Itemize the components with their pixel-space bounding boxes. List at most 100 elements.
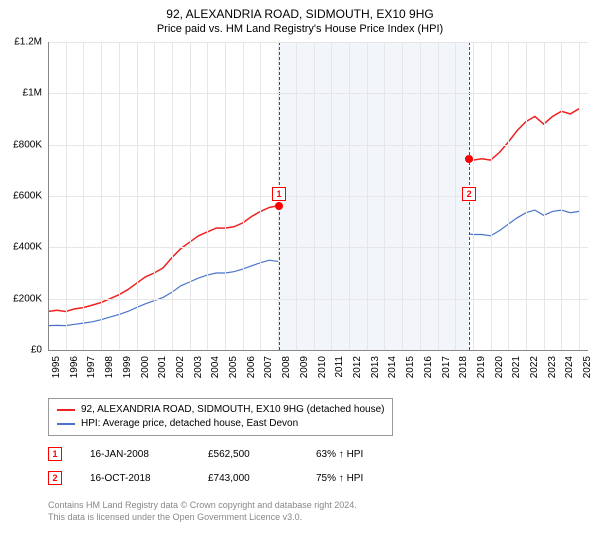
gridline-v bbox=[190, 42, 191, 350]
legend: 92, ALEXANDRIA ROAD, SIDMOUTH, EX10 9HG … bbox=[48, 398, 393, 436]
x-axis-label: 2010 bbox=[317, 356, 328, 378]
footer: Contains HM Land Registry data © Crown c… bbox=[48, 500, 357, 523]
sales-row-marker: 2 bbox=[48, 471, 62, 485]
gridline-v bbox=[225, 42, 226, 350]
x-axis-label: 2022 bbox=[529, 356, 540, 378]
y-axis-line bbox=[48, 42, 49, 350]
gridline-v bbox=[137, 42, 138, 350]
x-axis-label: 2004 bbox=[210, 356, 221, 378]
gridline-v bbox=[154, 42, 155, 350]
x-axis-label: 1996 bbox=[69, 356, 80, 378]
sales-table: 1 16-JAN-2008 £562,500 63% ↑ HPI 2 16-OCT-201… bbox=[48, 442, 363, 490]
plot-area: 12 bbox=[48, 42, 588, 350]
x-axis-label: 2000 bbox=[140, 356, 151, 378]
gridline-h bbox=[48, 247, 588, 248]
gridline-v bbox=[119, 42, 120, 350]
gridline-v bbox=[561, 42, 562, 350]
legend-swatch-hpi bbox=[57, 423, 75, 425]
x-axis-label: 2015 bbox=[405, 356, 416, 378]
sales-row-price: £562,500 bbox=[208, 449, 288, 460]
x-axis-label: 2013 bbox=[370, 356, 381, 378]
sales-row: 1 16-JAN-2008 £562,500 63% ↑ HPI bbox=[48, 442, 363, 466]
gridline-v bbox=[331, 42, 332, 350]
x-axis-label: 2025 bbox=[582, 356, 593, 378]
gridline-h bbox=[48, 299, 588, 300]
x-axis-label: 2014 bbox=[387, 356, 398, 378]
gridline-v bbox=[455, 42, 456, 350]
y-axis-label: £400K bbox=[0, 242, 42, 253]
gridline-v bbox=[367, 42, 368, 350]
x-axis-label: 2007 bbox=[263, 356, 274, 378]
gridline-v bbox=[172, 42, 173, 350]
gridline-h bbox=[48, 93, 588, 94]
y-axis-label: £0 bbox=[0, 345, 42, 356]
gridline-v bbox=[384, 42, 385, 350]
gridline-h bbox=[48, 196, 588, 197]
gridline-v bbox=[508, 42, 509, 350]
sales-row-pct: 75% ↑ HPI bbox=[316, 473, 363, 484]
sales-row-pct: 63% ↑ HPI bbox=[316, 449, 363, 460]
sales-row: 2 16-OCT-2018 £743,000 75% ↑ HPI bbox=[48, 466, 363, 490]
x-axis-label: 2001 bbox=[157, 356, 168, 378]
gridline-v bbox=[491, 42, 492, 350]
x-axis-label: 2003 bbox=[193, 356, 204, 378]
y-axis-label: £600K bbox=[0, 191, 42, 202]
gridline-v bbox=[579, 42, 580, 350]
sale-marker-2: 2 bbox=[462, 187, 476, 201]
gridline-v bbox=[207, 42, 208, 350]
sales-row-date: 16-OCT-2018 bbox=[90, 473, 180, 484]
gridline-v bbox=[544, 42, 545, 350]
x-axis-label: 1999 bbox=[122, 356, 133, 378]
gridline-h bbox=[48, 42, 588, 43]
gridline-v bbox=[83, 42, 84, 350]
gridline-v bbox=[420, 42, 421, 350]
sale-marker-1: 1 bbox=[272, 187, 286, 201]
gridline-v bbox=[349, 42, 350, 350]
legend-item-property: 92, ALEXANDRIA ROAD, SIDMOUTH, EX10 9HG … bbox=[57, 403, 384, 417]
footer-line-2: This data is licensed under the Open Gov… bbox=[48, 512, 357, 524]
gridline-h bbox=[48, 145, 588, 146]
x-axis-label: 2009 bbox=[299, 356, 310, 378]
gridline-v bbox=[66, 42, 67, 350]
gridline-v bbox=[438, 42, 439, 350]
chart-container: 92, ALEXANDRIA ROAD, SIDMOUTH, EX10 9HG … bbox=[0, 0, 600, 560]
chart-subtitle: Price paid vs. HM Land Registry's House … bbox=[0, 23, 600, 35]
footer-line-1: Contains HM Land Registry data © Crown c… bbox=[48, 500, 357, 512]
sale-point bbox=[275, 202, 283, 210]
chart-title: 92, ALEXANDRIA ROAD, SIDMOUTH, EX10 9HG bbox=[0, 0, 600, 23]
legend-label-property: 92, ALEXANDRIA ROAD, SIDMOUTH, EX10 9HG … bbox=[81, 403, 384, 417]
x-axis-label: 2024 bbox=[564, 356, 575, 378]
gridline-v bbox=[260, 42, 261, 350]
legend-item-hpi: HPI: Average price, detached house, East… bbox=[57, 417, 384, 431]
x-axis-label: 2008 bbox=[281, 356, 292, 378]
x-axis-label: 2012 bbox=[352, 356, 363, 378]
sales-row-marker: 1 bbox=[48, 447, 62, 461]
gridline-v bbox=[101, 42, 102, 350]
sale-point bbox=[465, 155, 473, 163]
x-axis-label: 1995 bbox=[51, 356, 62, 378]
sales-row-date: 16-JAN-2008 bbox=[90, 449, 180, 460]
x-axis-label: 2011 bbox=[334, 356, 345, 378]
y-axis-label: £1.2M bbox=[0, 37, 42, 48]
x-axis-label: 1998 bbox=[104, 356, 115, 378]
legend-swatch-property bbox=[57, 409, 75, 411]
gridline-v bbox=[526, 42, 527, 350]
gridline-v bbox=[402, 42, 403, 350]
x-axis-label: 2019 bbox=[476, 356, 487, 378]
x-axis-label: 1997 bbox=[86, 356, 97, 378]
y-axis-label: £800K bbox=[0, 139, 42, 150]
x-axis-label: 2002 bbox=[175, 356, 186, 378]
x-axis-line bbox=[48, 350, 588, 351]
x-axis-label: 2021 bbox=[511, 356, 522, 378]
y-axis-label: £1M bbox=[0, 88, 42, 99]
y-axis-label: £200K bbox=[0, 293, 42, 304]
x-axis-label: 2017 bbox=[441, 356, 452, 378]
x-axis-label: 2016 bbox=[423, 356, 434, 378]
x-axis-label: 2023 bbox=[547, 356, 558, 378]
x-axis-label: 2020 bbox=[494, 356, 505, 378]
gridline-v bbox=[314, 42, 315, 350]
x-axis-label: 2005 bbox=[228, 356, 239, 378]
sales-row-price: £743,000 bbox=[208, 473, 288, 484]
x-axis-label: 2006 bbox=[246, 356, 257, 378]
gridline-v bbox=[296, 42, 297, 350]
